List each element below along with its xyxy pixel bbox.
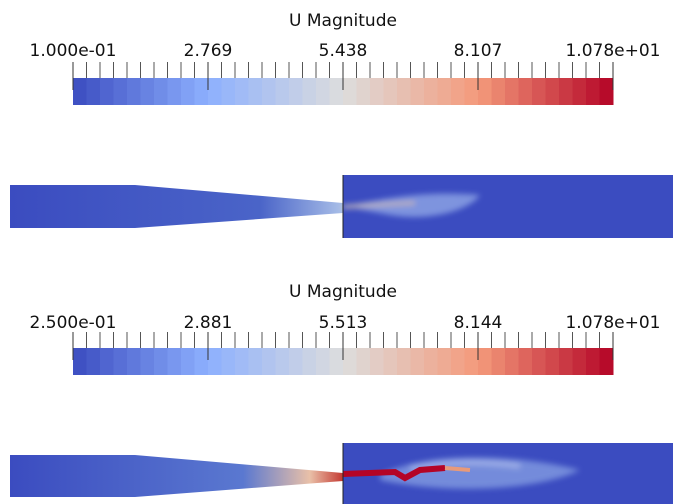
color-band xyxy=(559,348,573,375)
color-band xyxy=(383,78,398,105)
color-band xyxy=(424,78,438,105)
color-band xyxy=(208,78,222,105)
color-band xyxy=(181,78,195,105)
color-band xyxy=(437,348,452,375)
color-band xyxy=(559,78,573,105)
color-band xyxy=(113,78,128,105)
color-band xyxy=(410,348,425,375)
color-band xyxy=(221,78,236,105)
color-band xyxy=(397,348,411,375)
tick-label: 1.078e+01 xyxy=(565,313,660,333)
tick-label: 8.107 xyxy=(454,41,503,61)
color-band xyxy=(248,348,263,375)
color-band xyxy=(275,348,290,375)
legend-title: U Magnitude xyxy=(289,282,397,302)
legend-title: U Magnitude xyxy=(289,11,397,31)
color-band xyxy=(113,348,128,375)
color-band xyxy=(127,348,141,375)
color-band xyxy=(289,78,303,105)
color-band xyxy=(86,78,101,105)
color-band xyxy=(370,348,384,375)
color-band xyxy=(518,348,533,375)
color-band xyxy=(140,348,155,375)
color-band xyxy=(599,348,614,375)
color-band xyxy=(505,348,519,375)
color-band xyxy=(545,348,560,375)
color-band xyxy=(73,78,87,105)
color-band xyxy=(221,348,236,375)
color-band xyxy=(397,78,411,105)
color-band xyxy=(343,78,357,105)
color-band xyxy=(464,348,479,375)
color-band xyxy=(100,348,114,375)
color-band xyxy=(262,348,276,375)
color-band xyxy=(545,78,560,105)
color-band xyxy=(532,78,546,105)
color-band xyxy=(316,78,330,105)
color-band xyxy=(383,348,398,375)
color-legend: U Magnitude 2.500e-01 2.881 5.513 8.144 1.078… xyxy=(30,282,661,375)
tick-label: 8.144 xyxy=(454,313,503,333)
color-band xyxy=(154,348,168,375)
color-band xyxy=(356,348,371,375)
color-band xyxy=(316,348,330,375)
tick-label: 2.769 xyxy=(184,41,233,61)
color-band xyxy=(73,348,87,375)
color-band xyxy=(302,78,317,105)
color-band xyxy=(329,348,344,375)
color-band xyxy=(572,348,587,375)
color-band xyxy=(208,348,222,375)
color-band xyxy=(235,348,249,375)
color-band xyxy=(451,348,465,375)
color-band xyxy=(572,78,587,105)
color-band xyxy=(505,78,519,105)
flow-field-2 xyxy=(10,443,673,504)
color-band xyxy=(586,78,600,105)
color-band xyxy=(532,348,546,375)
color-band xyxy=(451,78,465,105)
color-band xyxy=(154,78,168,105)
color-band xyxy=(329,78,344,105)
color-band xyxy=(167,348,182,375)
color-band xyxy=(262,78,276,105)
color-band xyxy=(100,78,114,105)
color-band xyxy=(437,78,452,105)
color-band xyxy=(181,348,195,375)
tick-label: 2.881 xyxy=(184,313,233,333)
color-band xyxy=(194,78,209,105)
tick-label: 1.078e+01 xyxy=(565,41,660,61)
color-band xyxy=(410,78,425,105)
color-legend: U Magnitude 1.000e-01 2.769 5.438 8.107 1.078… xyxy=(30,11,661,105)
color-band xyxy=(491,78,506,105)
color-band xyxy=(599,78,614,105)
color-band xyxy=(518,78,533,105)
color-band xyxy=(86,348,101,375)
tick-label: 5.513 xyxy=(319,313,368,333)
color-band xyxy=(491,348,506,375)
tick-label: 1.000e-01 xyxy=(30,41,117,61)
color-band xyxy=(464,78,479,105)
color-band xyxy=(127,78,141,105)
color-band xyxy=(140,78,155,105)
color-band xyxy=(478,78,492,105)
color-band xyxy=(302,348,317,375)
color-band xyxy=(167,78,182,105)
color-band xyxy=(235,78,249,105)
color-band xyxy=(370,78,384,105)
color-band xyxy=(343,348,357,375)
color-band xyxy=(356,78,371,105)
color-band xyxy=(586,348,600,375)
color-band xyxy=(275,78,290,105)
tick-label: 5.438 xyxy=(319,41,368,61)
color-band xyxy=(248,78,263,105)
flow-field-1 xyxy=(10,175,673,238)
color-band xyxy=(478,348,492,375)
color-band xyxy=(424,348,438,375)
color-band xyxy=(194,348,209,375)
color-band xyxy=(289,348,303,375)
tick-label: 2.500e-01 xyxy=(30,313,117,333)
